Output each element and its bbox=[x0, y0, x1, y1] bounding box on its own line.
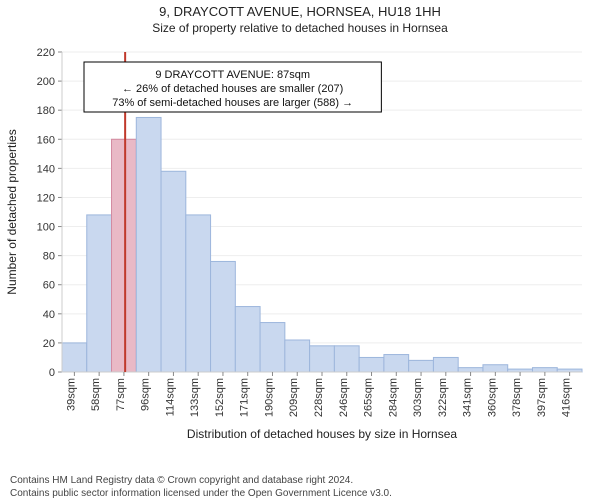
y-tick-label: 40 bbox=[43, 309, 55, 321]
x-tick-label: 228sqm bbox=[313, 378, 325, 417]
histogram-bar bbox=[310, 346, 335, 372]
x-tick-label: 96sqm bbox=[140, 378, 152, 411]
page-subtitle: Size of property relative to detached ho… bbox=[0, 21, 600, 35]
x-tick-label: 322sqm bbox=[437, 378, 449, 417]
subtitle-text: Size of property relative to detached ho… bbox=[152, 21, 448, 35]
x-tick-label: 416sqm bbox=[561, 378, 573, 417]
x-tick-label: 190sqm bbox=[263, 378, 275, 417]
y-tick-label: 220 bbox=[37, 47, 55, 59]
histogram-bar bbox=[235, 307, 260, 372]
x-tick-label: 152sqm bbox=[214, 378, 226, 417]
annotation-line: 9 DRAYCOTT AVENUE: 87sqm bbox=[155, 69, 310, 81]
y-axis-label: Number of detached properties bbox=[5, 129, 19, 294]
x-tick-label: 341sqm bbox=[462, 378, 474, 417]
histogram-bar bbox=[458, 368, 483, 372]
x-tick-label: 378sqm bbox=[511, 378, 523, 417]
histogram-chart: 0 20 40 60 80 100 120 140 160 180 200 220 39sqm 58sqm… bbox=[0, 44, 600, 459]
histogram-bar bbox=[211, 261, 236, 372]
footer: Contains HM Land Registry data © Crown c… bbox=[10, 475, 590, 500]
histogram-bar bbox=[285, 340, 310, 372]
y-tick-label: 200 bbox=[37, 76, 55, 88]
x-tick-label: 397sqm bbox=[536, 378, 548, 417]
x-tick-label: 246sqm bbox=[338, 378, 350, 417]
histogram-bar bbox=[532, 368, 557, 372]
y-tick-label: 120 bbox=[37, 192, 55, 204]
y-tick-label: 100 bbox=[37, 222, 55, 234]
y-tick-label: 0 bbox=[49, 367, 55, 379]
histogram-bar bbox=[161, 171, 186, 372]
histogram-bar bbox=[334, 346, 359, 372]
y-tick-label: 140 bbox=[37, 163, 55, 175]
annotation-line: ← 26% of detached houses are smaller (20… bbox=[122, 83, 343, 95]
x-tick-label: 39sqm bbox=[65, 378, 77, 411]
x-tick-label: 114sqm bbox=[164, 378, 176, 416]
x-tick-label: 303sqm bbox=[412, 378, 424, 417]
footer-line-1: Contains HM Land Registry data © Crown c… bbox=[10, 475, 590, 488]
page-title: 9, DRAYCOTT AVENUE, HORNSEA, HU18 1HH bbox=[0, 4, 600, 19]
x-tick-label: 265sqm bbox=[363, 378, 375, 417]
x-tick-label: 171sqm bbox=[239, 378, 251, 417]
y-tick-label: 20 bbox=[43, 338, 55, 350]
histogram-bar bbox=[483, 365, 508, 372]
y-tick-label: 60 bbox=[43, 280, 55, 292]
x-tick-label: 133sqm bbox=[189, 378, 201, 417]
x-tick-label: 360sqm bbox=[486, 378, 498, 417]
x-tick-label: 209sqm bbox=[288, 378, 300, 417]
histogram-bar bbox=[62, 343, 87, 372]
address-line: 9, DRAYCOTT AVENUE, HORNSEA, HU18 1HH bbox=[159, 4, 441, 19]
x-tick-label: 284sqm bbox=[387, 378, 399, 417]
annotation-line: 73% of semi-detached houses are larger (… bbox=[112, 97, 353, 109]
y-tick-label: 160 bbox=[37, 134, 55, 146]
histogram-bar bbox=[186, 215, 211, 372]
footer-line-2: Contains public sector information licen… bbox=[10, 488, 590, 500]
histogram-bar bbox=[87, 215, 112, 372]
histogram-bar bbox=[384, 355, 409, 372]
histogram-bar bbox=[136, 117, 161, 372]
histogram-bar bbox=[260, 323, 285, 372]
x-tick-label: 77sqm bbox=[115, 378, 127, 411]
histogram-bar bbox=[409, 360, 434, 372]
highlight-bar bbox=[112, 139, 137, 372]
histogram-bar bbox=[433, 357, 458, 372]
histogram-bar bbox=[359, 357, 384, 372]
chart-container: 0 20 40 60 80 100 120 140 160 180 200 220 39sqm 58sqm… bbox=[0, 44, 600, 459]
y-tick-label: 180 bbox=[37, 105, 55, 117]
y-tick-label: 80 bbox=[43, 251, 55, 263]
x-axis-label: Distribution of detached houses by size … bbox=[187, 427, 457, 441]
x-tick-label: 58sqm bbox=[90, 378, 102, 411]
